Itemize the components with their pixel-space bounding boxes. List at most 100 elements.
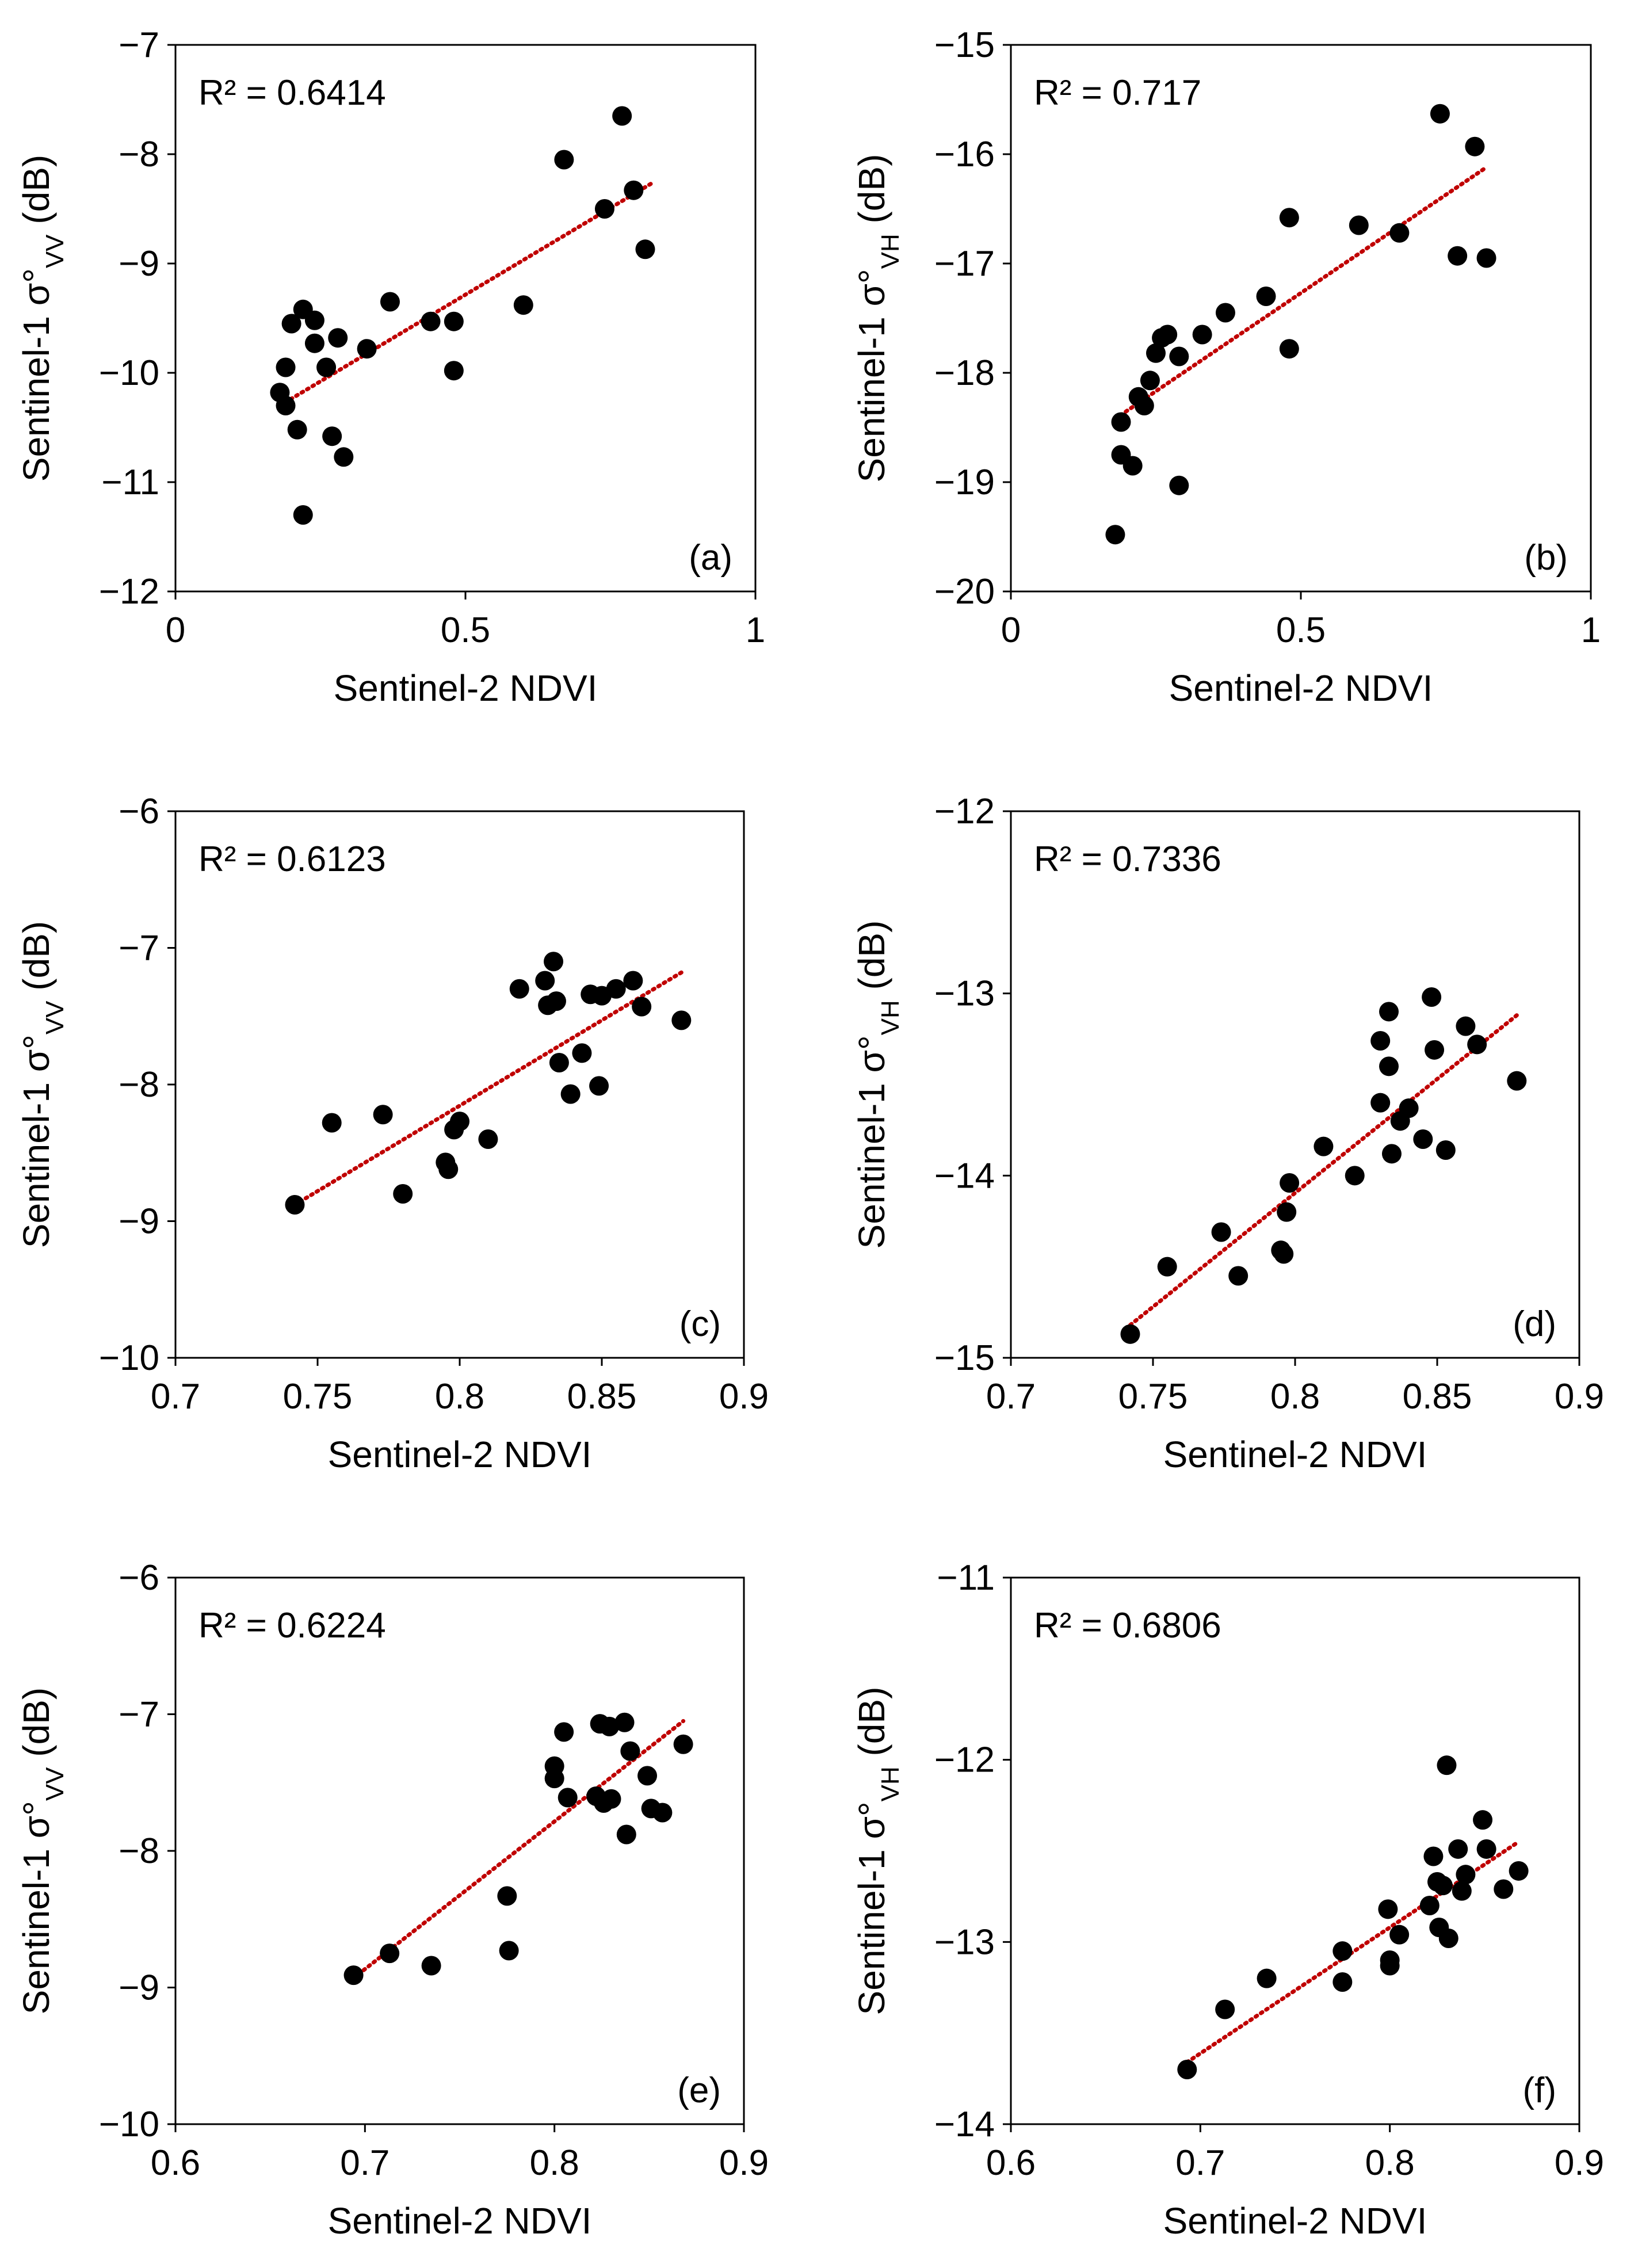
- y-tick-label: −6: [119, 792, 159, 831]
- x-tick-label: 0.7: [340, 2143, 390, 2183]
- data-point: [1448, 1839, 1468, 1859]
- x-axis-label: Sentinel-2 NDVI: [334, 667, 598, 709]
- r-squared-label: R² = 0.717: [1034, 73, 1201, 113]
- data-point: [316, 357, 337, 377]
- x-tick-label: 0.9: [719, 1377, 769, 1416]
- data-point: [652, 1803, 673, 1823]
- data-point: [304, 333, 324, 353]
- data-point: [1192, 324, 1212, 345]
- y-tick-label: −11: [937, 1558, 995, 1598]
- data-point: [421, 311, 441, 331]
- r-squared-label: R² = 0.6806: [1034, 1606, 1221, 1645]
- data-point: [1177, 2060, 1197, 2079]
- data-point: [1379, 1002, 1399, 1022]
- data-point: [632, 996, 652, 1017]
- data-point: [1389, 223, 1410, 243]
- data-point: [1452, 1881, 1472, 1901]
- panel-e: −10 −9 −8 −7 −6 0.6 0.7 0.8 0.9 Sentinel-2 NDVI Se…: [16, 1558, 769, 2242]
- data-point: [1111, 412, 1131, 432]
- data-point: [1378, 1899, 1398, 1919]
- panel-letter: (d): [1513, 1304, 1556, 1344]
- data-point: [444, 361, 464, 381]
- data-point: [328, 328, 348, 348]
- data-point: [322, 426, 342, 446]
- y-tick-label: −16: [934, 135, 995, 174]
- y-tick-label: −7: [119, 929, 159, 968]
- data-point: [549, 1053, 569, 1072]
- data-point: [304, 310, 324, 330]
- x-tick-label: 0.8: [1270, 1377, 1320, 1416]
- data-point: [1215, 303, 1235, 323]
- data-point: [572, 1043, 592, 1063]
- data-point: [594, 199, 614, 219]
- data-point: [357, 339, 377, 359]
- panel-letter: (f): [1522, 2071, 1556, 2110]
- data-point: [276, 357, 296, 377]
- panel-letter: (c): [679, 1304, 721, 1344]
- y-tick-label: −10: [99, 353, 159, 393]
- x-tick-label: 0.85: [567, 1377, 637, 1416]
- y-axis-label: Sentinel-1 σ°VH (dB): [851, 1687, 904, 2015]
- y-tick-label: −8: [119, 1831, 159, 1871]
- data-point: [1279, 339, 1299, 359]
- panel-f: −14 −13 −12 −11 0.6 0.7 0.8 0.9 Sentinel-2 NDVI S…: [851, 1558, 1604, 2242]
- panel-b: −20 −19 −18 −17 −16 −15 0 0.5 1 Sentinel-2 NDVI Se…: [851, 25, 1601, 709]
- trend-line: [352, 1719, 686, 1980]
- data-point: [1256, 287, 1276, 306]
- data-point: [554, 150, 574, 170]
- y-tick-label: −9: [119, 1968, 159, 2008]
- data-point: [1433, 1876, 1453, 1896]
- y-tick-label: −8: [119, 135, 159, 174]
- data-point: [1379, 1056, 1399, 1076]
- data-point: [560, 1084, 581, 1104]
- y-tick-label: −11: [101, 463, 159, 502]
- y-tick-label: −8: [119, 1065, 159, 1105]
- data-point: [589, 1076, 609, 1096]
- panel-letter: (b): [1524, 538, 1568, 578]
- trend-line: [277, 181, 654, 408]
- x-axis-label: Sentinel-2 NDVI: [328, 1434, 592, 1475]
- data-point: [1381, 1144, 1402, 1164]
- plot-frame: [1010, 1576, 1580, 2125]
- y-axis-label: Sentinel-1 σ°VV (dB): [16, 921, 69, 1248]
- x-tick-label: 0.9: [719, 2143, 769, 2183]
- data-point: [1257, 1968, 1277, 1988]
- data-point: [1413, 1129, 1433, 1149]
- data-point: [635, 239, 655, 259]
- y-tick-label: −10: [99, 1338, 159, 1378]
- y-tick-label: −17: [934, 244, 995, 284]
- data-point: [438, 1159, 459, 1179]
- data-point: [509, 979, 529, 999]
- data-point: [334, 447, 354, 467]
- data-point: [1274, 1244, 1294, 1264]
- panel-letter: (a): [689, 538, 732, 578]
- y-tick-label: −6: [119, 1558, 159, 1598]
- x-tick-label: 0.7: [1175, 2143, 1225, 2183]
- data-point: [544, 952, 564, 972]
- data-point: [535, 971, 555, 991]
- x-tick-label: 0.7: [151, 1377, 200, 1416]
- data-point: [1158, 324, 1178, 345]
- data-point: [637, 1766, 658, 1786]
- y-tick-label: −19: [934, 463, 995, 502]
- data-point: [1456, 1016, 1476, 1036]
- data-point: [1280, 1173, 1300, 1193]
- y-tick-label: −9: [119, 1202, 159, 1242]
- x-tick-label: 0.8: [1365, 2143, 1415, 2183]
- data-point: [1314, 1136, 1334, 1156]
- data-point: [1134, 396, 1154, 415]
- data-point: [558, 1788, 578, 1808]
- data-point: [276, 396, 296, 415]
- x-axis-label: Sentinel-2 NDVI: [1169, 667, 1433, 709]
- x-axis-label: Sentinel-2 NDVI: [328, 2200, 592, 2242]
- y-tick-label: −13: [934, 974, 995, 1014]
- data-point: [1399, 1098, 1419, 1118]
- data-point: [1370, 1093, 1391, 1113]
- panel-d: −15 −14 −13 −12 0.7 0.75 0.8 0.85 0.9 Sentinel-2 …: [851, 792, 1604, 1475]
- data-point: [624, 180, 644, 200]
- data-point: [1122, 456, 1143, 476]
- data-point: [497, 1886, 517, 1906]
- data-point: [546, 991, 566, 1011]
- data-point: [478, 1129, 498, 1149]
- r-squared-label: R² = 0.7336: [1034, 839, 1221, 879]
